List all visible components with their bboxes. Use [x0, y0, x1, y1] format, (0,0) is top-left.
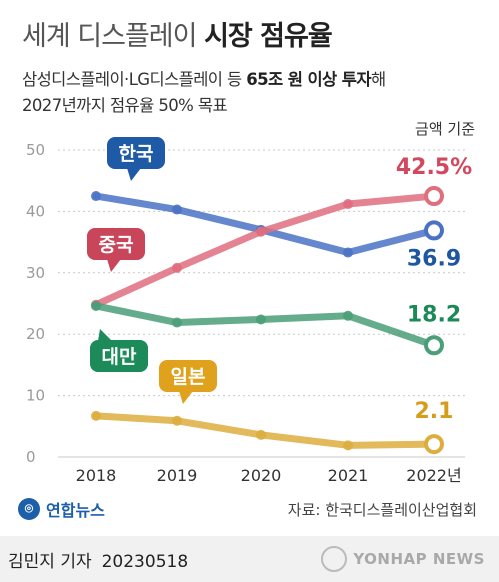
bubble-box: [87, 228, 145, 260]
data-point: [343, 247, 353, 258]
series-name-label: 대만: [102, 346, 137, 368]
x-tick-label: 2021: [328, 466, 369, 485]
end-value-label: 18.2: [407, 302, 461, 327]
bubble-tail: [179, 391, 193, 404]
subtitle-line-2: 2027년까지 점유율 50% 목표: [22, 96, 228, 115]
data-point: [91, 410, 101, 421]
logo-text: 연합뉴스: [46, 501, 105, 520]
source-note: 자료: 한국디스플레이산업협회: [287, 501, 477, 519]
data-point: [256, 314, 266, 325]
watermark-text: YONHAP NEWS: [353, 550, 485, 568]
credit: 김민지 기자 20230518: [8, 547, 188, 572]
subtitle-bold: 65조 원 이상 투자: [246, 70, 371, 89]
data-point: [172, 317, 182, 328]
grid-lines: [58, 149, 465, 458]
y-tick-label: 50: [26, 141, 45, 159]
data-point: [256, 226, 266, 237]
series-lines: [91, 186, 444, 455]
bubble-box: [107, 137, 165, 169]
bubble-box: [159, 360, 217, 392]
data-point: [343, 310, 353, 321]
end-value-label: 2.1: [415, 399, 454, 424]
credit-author: 김민지 기자: [8, 552, 92, 572]
subtitle-pre: 삼성디스플레이·LG디스플레이 등: [22, 70, 247, 89]
end-value-label: 42.5%: [396, 155, 472, 180]
series-name-label: 일본: [171, 366, 206, 388]
end-value-label: 36.9: [407, 246, 461, 271]
bubble-box: [90, 340, 148, 372]
yonhap-logo-icon: ⌾: [18, 498, 40, 520]
series-name-label: 중국: [99, 234, 134, 256]
series-line: [92, 192, 438, 257]
end-value-labels: 36.9 42.5% 18.2 2.1: [396, 155, 472, 424]
bubble-tail: [107, 259, 121, 272]
x-axis-ticks: 2018 2019 2020 2021 2022년: [76, 466, 462, 485]
data-point: [343, 440, 353, 451]
data-point: [172, 204, 182, 215]
subtitle-line-1: 삼성디스플레이·LG디스플레이 등 65조 원 이상 투자해: [22, 66, 386, 90]
y-tick-label: 0: [26, 448, 36, 466]
unit-note: 금액 기준: [415, 120, 475, 138]
watermark: YONHAP NEWS: [321, 546, 485, 572]
title-light: 세계 디스플레이: [22, 21, 197, 52]
title-bold: 시장 점유율: [204, 21, 333, 52]
data-point: [172, 415, 182, 426]
bubble-tail: [127, 168, 141, 181]
data-point: [91, 191, 101, 202]
y-tick-label: 30: [26, 264, 45, 282]
x-tick-label: 2018: [76, 466, 117, 485]
data-point: [91, 300, 101, 311]
data-point: [256, 429, 266, 440]
y-tick-label: 10: [26, 387, 45, 405]
series-line: [92, 302, 438, 349]
yonhap-logo: ⌾ 연합뉴스: [18, 497, 105, 521]
x-tick-label: 2020: [241, 466, 282, 485]
y-tick-label: 20: [26, 325, 45, 343]
series-line: [92, 412, 438, 449]
watermark-icon: [321, 546, 348, 572]
credit-date: 20230518: [101, 552, 189, 572]
end-point: [424, 220, 444, 241]
y-axis-ticks: 0 10 20 30 40 50: [26, 141, 45, 466]
page-title: 세계 디스플레이 시장 점유율: [22, 14, 333, 53]
y-tick-label: 40: [26, 202, 45, 220]
end-point: [424, 335, 444, 356]
data-point: [343, 199, 353, 210]
series-name-label: 한국: [119, 143, 154, 165]
x-tick-label: 2019: [157, 466, 198, 485]
series-line: [92, 192, 438, 309]
bubble-tail: [98, 329, 112, 341]
end-point: [424, 434, 444, 455]
data-point: [172, 262, 182, 273]
end-point: [424, 186, 444, 207]
x-tick-label: 2022년: [406, 466, 461, 485]
footer-band: [0, 536, 499, 582]
subtitle-post: 해: [370, 70, 386, 89]
